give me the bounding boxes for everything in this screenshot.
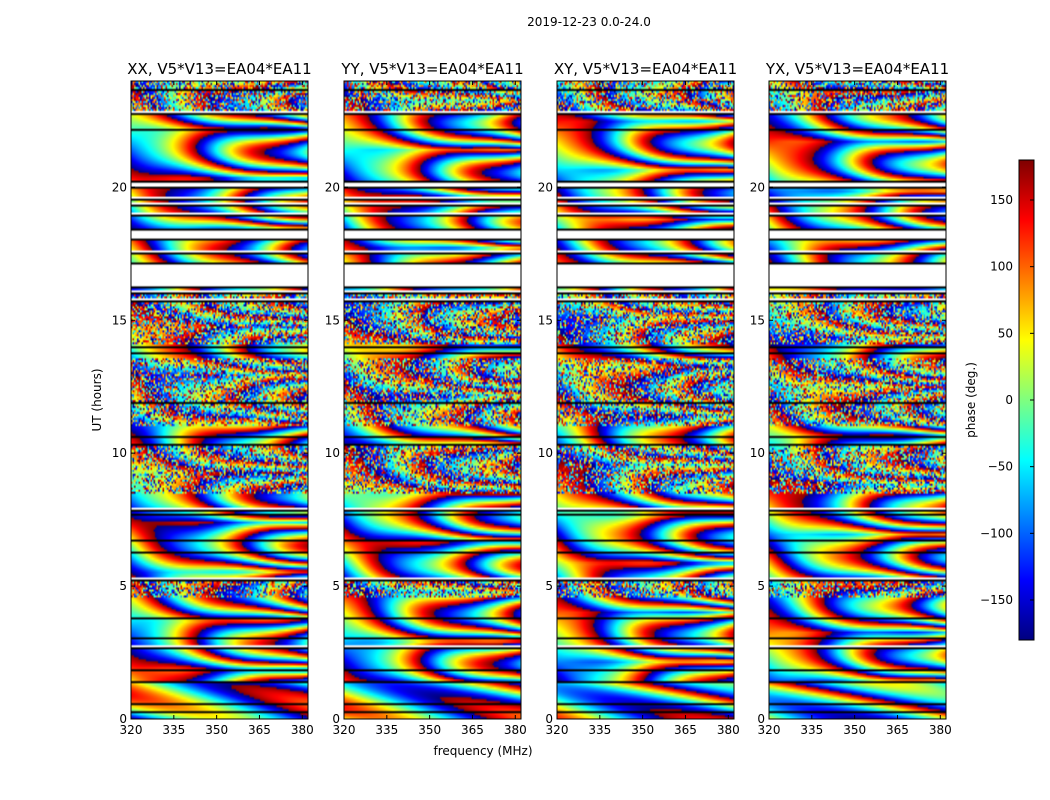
panel-3: XY, V5*V13=EA04*EA11 320 335 350 365 380 0 5 10 1… — [538, 60, 740, 737]
y-tick-label: 10 — [750, 446, 765, 460]
x-tick-label: 320 — [758, 723, 781, 737]
panel-frame — [768, 80, 947, 720]
panel-1: XX, V5*V13=EA04*EA11 320 335 350 365 380 0 5 10 1… — [112, 60, 314, 737]
x-tick-label: 380 — [717, 723, 740, 737]
heatmap-image — [131, 81, 308, 719]
figure-suptitle: 2019-12-23 0.0-24.0 — [527, 15, 651, 29]
y-tick-label: 15 — [325, 313, 340, 327]
y-tick-label: 20 — [325, 180, 340, 194]
x-tick-label: 365 — [674, 723, 697, 737]
panel-title: XX, V5*V13=EA04*EA11 — [127, 60, 311, 78]
colorbar-tick-label: −100 — [980, 526, 1013, 540]
y-tick-label: 5 — [757, 579, 765, 593]
panel-frame — [343, 80, 522, 720]
panel-4: YX, V5*V13=EA04*EA11 320 335 350 365 380 0 5 10 1… — [750, 60, 952, 737]
x-tick-label: 320 — [546, 723, 569, 737]
x-tick-label: 380 — [504, 723, 527, 737]
y-tick-label: 10 — [325, 446, 340, 460]
x-tick-label: 335 — [800, 723, 823, 737]
panel-2: YY, V5*V13=EA04*EA11 320 335 350 365 380 0 5 10 1… — [325, 60, 527, 737]
x-tick-label: 350 — [631, 723, 654, 737]
colorbar-tick-label: 150 — [990, 193, 1013, 207]
x-tick-label: 365 — [886, 723, 909, 737]
y-tick-label: 15 — [538, 313, 553, 327]
x-tick-label: 350 — [205, 723, 228, 737]
x-tick-label: 350 — [418, 723, 441, 737]
panel-title: YX, V5*V13=EA04*EA11 — [765, 60, 949, 78]
x-tick-label: 320 — [333, 723, 356, 737]
panel-title: YY, V5*V13=EA04*EA11 — [340, 60, 523, 78]
y-tick-label: 0 — [545, 712, 553, 726]
x-tick-label: 365 — [248, 723, 271, 737]
x-tick-label: 365 — [461, 723, 484, 737]
y-tick-label: 0 — [119, 712, 127, 726]
y-tick-label: 20 — [538, 180, 553, 194]
y-tick-label: 10 — [112, 446, 127, 460]
colorbar-label: phase (deg.) — [964, 362, 978, 438]
y-tick-label: 15 — [750, 313, 765, 327]
heatmap-image — [344, 81, 521, 719]
y-tick-label: 0 — [757, 712, 765, 726]
y-tick-label: 20 — [112, 180, 127, 194]
x-tick-label: 380 — [291, 723, 314, 737]
x-tick-label: 335 — [375, 723, 398, 737]
panels: XX, V5*V13=EA04*EA11 320 335 350 365 380 0 5 10 1… — [112, 60, 952, 737]
y-tick-label: 10 — [538, 446, 553, 460]
y-tick-label: 20 — [750, 180, 765, 194]
heatmap-image — [769, 81, 946, 719]
y-tick-label: 0 — [332, 712, 340, 726]
colorbar-tick-label: −150 — [980, 593, 1013, 607]
x-tick-label: 335 — [588, 723, 611, 737]
x-tick-label: 350 — [843, 723, 866, 737]
y-tick-label: 5 — [119, 579, 127, 593]
x-tick-label: 380 — [929, 723, 952, 737]
colorbar-tick-label: 0 — [1005, 393, 1013, 407]
colorbar-tick-label: 100 — [990, 260, 1013, 274]
y-tick-label: 15 — [112, 313, 127, 327]
x-axis-label: frequency (MHz) — [433, 744, 532, 758]
colorbar: 150 100 50 0 −50 −100 −150 — [980, 159, 1035, 641]
panel-title: XY, V5*V13=EA04*EA11 — [554, 60, 737, 78]
x-tick-label: 320 — [120, 723, 143, 737]
y-axis-label: UT (hours) — [90, 368, 104, 431]
colorbar-tick-label: −50 — [988, 460, 1013, 474]
colorbar-tick-label: 50 — [998, 326, 1013, 340]
heatmap-image — [557, 81, 734, 719]
y-tick-label: 5 — [332, 579, 340, 593]
panel-frame — [556, 80, 735, 720]
panel-frame — [130, 80, 309, 720]
y-tick-label: 5 — [545, 579, 553, 593]
x-tick-label: 335 — [162, 723, 185, 737]
